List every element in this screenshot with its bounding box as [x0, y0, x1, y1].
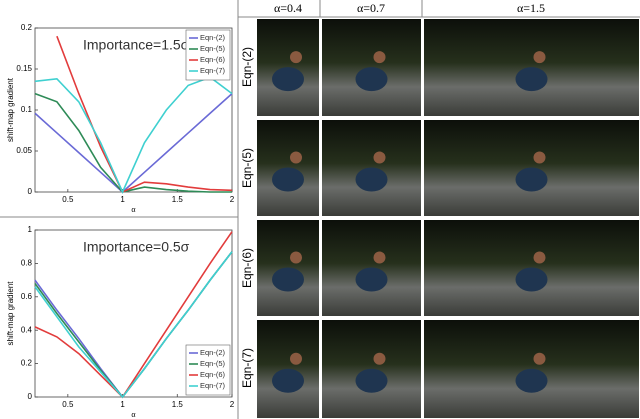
row-label: Eqn-(2) — [240, 47, 254, 87]
y-tick-label: 0.8 — [21, 259, 33, 268]
photo-subject — [356, 268, 388, 292]
x-tick-label: 1 — [120, 400, 125, 409]
photo-subject — [534, 152, 546, 164]
photo-subject — [356, 168, 388, 192]
y-tick-label: 0.6 — [21, 292, 33, 301]
legend-label: Eqn-(2) — [200, 33, 226, 42]
legend-label: Eqn-(5) — [200, 359, 226, 368]
photo-subject — [290, 51, 302, 63]
figure-canvas: α=0.4 α=0.7 α=1.5 Eqn-(2) Eqn-(5) Eqn-(6… — [0, 0, 640, 419]
photo-subject — [534, 353, 546, 365]
y-tick-label: 1 — [28, 225, 33, 234]
legend-label: Eqn-(2) — [200, 348, 226, 357]
legend-label: Eqn-(6) — [200, 370, 226, 379]
legend-label: Eqn-(5) — [200, 44, 226, 53]
photo-subject — [516, 67, 548, 91]
y-tick-label: 0.05 — [16, 146, 32, 155]
column-header: α=0.7 — [357, 1, 385, 15]
row-label: Eqn-(5) — [240, 148, 254, 188]
photo-subject — [374, 252, 386, 264]
row-label: Eqn-(6) — [240, 248, 254, 288]
photo-subject — [516, 168, 548, 192]
legend-label: Eqn-(6) — [200, 55, 226, 64]
photo-subject — [534, 51, 546, 63]
column-header: α=0.4 — [274, 1, 302, 15]
y-tick-label: 0.1 — [21, 105, 33, 114]
y-tick-label: 0 — [28, 187, 33, 196]
series-line — [35, 77, 232, 192]
x-tick-label: 2 — [230, 195, 235, 204]
photo-subject — [534, 252, 546, 264]
x-tick-label: 0.5 — [62, 195, 74, 204]
photo-subject — [272, 168, 304, 192]
photo-subject — [356, 369, 388, 393]
x-tick-label: 0.5 — [62, 400, 74, 409]
y-axis-label: shift-map gradient — [6, 281, 15, 346]
y-tick-label: 0.15 — [16, 64, 32, 73]
y-axis-label: shift-map gradient — [6, 77, 15, 142]
x-axis-label: α — [131, 410, 136, 419]
x-tick-label: 2 — [230, 400, 235, 409]
photo-subject — [516, 369, 548, 393]
y-tick-label: 0.2 — [21, 23, 33, 32]
photo-subject — [272, 67, 304, 91]
photo-subject — [374, 152, 386, 164]
legend-label: Eqn-(7) — [200, 66, 226, 75]
y-tick-label: 0.2 — [21, 359, 33, 368]
photo-subject — [516, 268, 548, 292]
photo-subject — [374, 51, 386, 63]
x-tick-label: 1 — [120, 195, 125, 204]
photo-grid — [257, 19, 639, 418]
figure: α=0.4 α=0.7 α=1.5 Eqn-(2) Eqn-(5) Eqn-(6… — [0, 0, 640, 419]
series-line — [35, 94, 232, 192]
column-header: α=1.5 — [517, 1, 545, 15]
photo-subject — [290, 152, 302, 164]
photo-subject — [356, 67, 388, 91]
annotation: Importance=1.5σ — [83, 37, 190, 53]
y-tick-label: 0 — [28, 392, 33, 401]
row-label: Eqn-(7) — [240, 348, 254, 388]
series-line — [35, 94, 232, 192]
photo-subject — [272, 369, 304, 393]
legend-label: Eqn-(7) — [200, 381, 226, 390]
photo-subject — [290, 252, 302, 264]
x-axis-label: α — [131, 205, 136, 214]
photo-subject — [272, 268, 304, 292]
annotation: Importance=0.5σ — [83, 239, 190, 255]
y-tick-label: 0.4 — [21, 325, 33, 334]
x-tick-label: 1.5 — [172, 195, 184, 204]
photo-subject — [290, 353, 302, 365]
x-tick-label: 1.5 — [172, 400, 184, 409]
photo-subject — [374, 353, 386, 365]
